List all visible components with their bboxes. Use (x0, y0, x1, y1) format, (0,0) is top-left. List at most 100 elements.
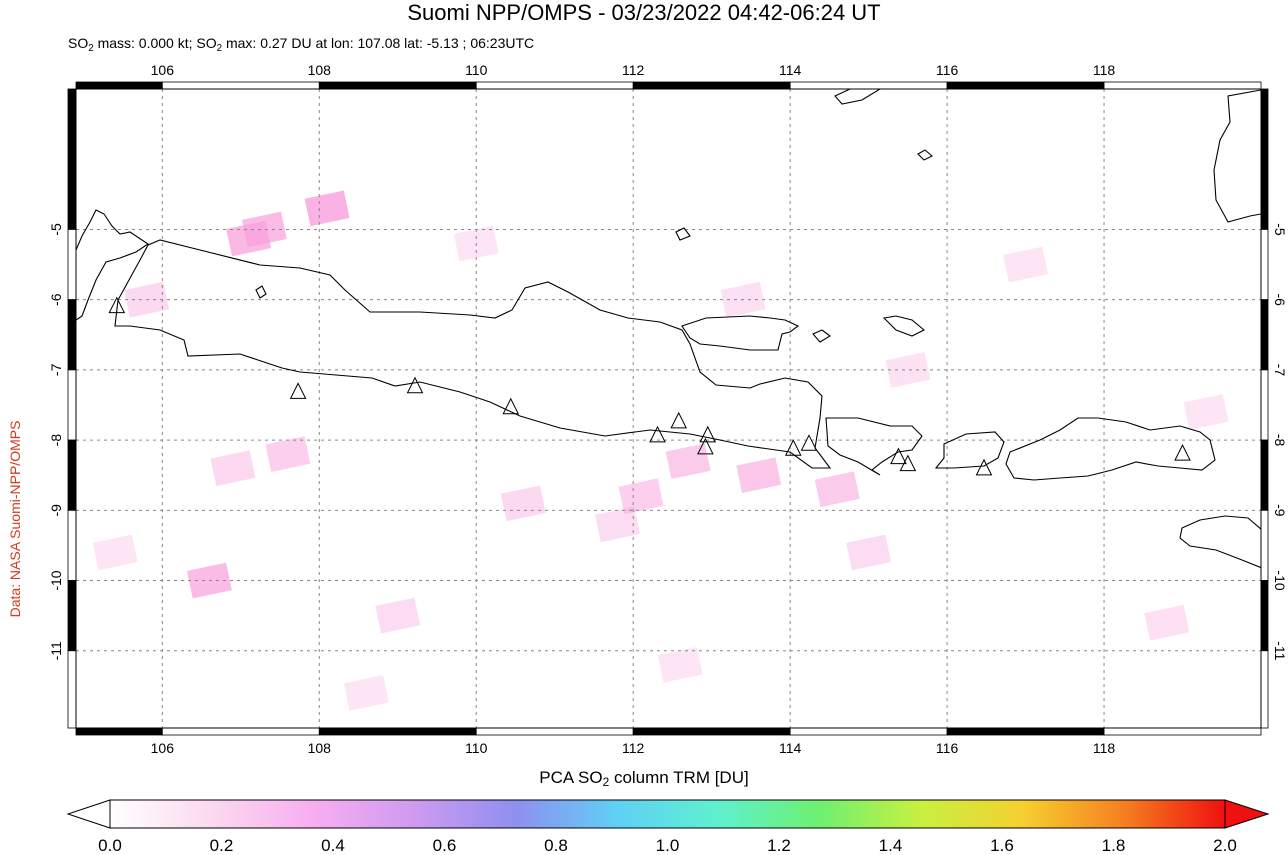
frame-bar-left (67, 580, 77, 652)
frame-bar-left (67, 229, 77, 301)
volcano-icon (890, 447, 907, 465)
y-tick-label-left: -9 (48, 504, 64, 517)
frame-bar-right (1260, 229, 1269, 301)
frame-bar-left (67, 369, 77, 441)
y-tick-label-right: -11 (1272, 641, 1288, 660)
colorbar-tick-label: 1.4 (879, 836, 903, 855)
colorbar-tick-label: 0.0 (98, 836, 122, 855)
colorbar-tick-label: 1.2 (767, 836, 791, 855)
colorbar-tick-label: 0.6 (433, 836, 457, 855)
map-subtitle: SO2 mass: 0.000 kt; SO2 max: 0.27 DU at … (68, 35, 535, 54)
x-tick-label-bottom: 118 (1093, 740, 1116, 756)
so2-cell (665, 443, 711, 480)
x-tick-label-bottom: 114 (779, 740, 802, 756)
map-frame (67, 81, 1269, 736)
volcano-icon (502, 397, 520, 415)
x-tick-label-top: 106 (151, 62, 175, 78)
y-tick-label-right: -7 (1272, 364, 1288, 377)
volcano-icon (1174, 444, 1191, 461)
so2-cell (1003, 246, 1049, 283)
so2-map: 106 106 108 108 110 110 112 112 114 114 116 116 118 1… (48, 62, 1288, 756)
coastline-islet-c (917, 149, 933, 161)
coastline-bawean (675, 227, 691, 241)
frame-bar-bottom (161, 727, 320, 736)
volcano-icon (899, 454, 917, 472)
coastline-islet-a (812, 329, 831, 343)
x-tick-label-top: 112 (622, 62, 645, 78)
so2-cell (1144, 604, 1190, 641)
y-tick-label-left: -7 (48, 363, 64, 376)
frame-bar-top (318, 81, 477, 90)
coastline-borneo (834, 89, 882, 105)
frame-bar-right (1260, 580, 1269, 652)
so2-cell (1183, 394, 1229, 430)
frame-bar-bottom (632, 727, 791, 736)
so2-cell (375, 597, 421, 634)
coastline-sumba (1179, 515, 1261, 569)
volcano-icon (800, 434, 818, 451)
frame-bar-right (1260, 369, 1269, 441)
volcano-icon (406, 376, 424, 394)
volcano-icon (108, 296, 126, 314)
y-tick-label-right: -10 (1272, 570, 1288, 590)
x-tick-label-top: 118 (1093, 62, 1116, 78)
y-tick-label-left: -6 (48, 293, 64, 306)
frame-bar-bottom (318, 727, 477, 736)
frame-bar-bottom (475, 727, 634, 736)
x-tick-label-bottom: 106 (151, 740, 175, 756)
so2-cell (618, 478, 664, 515)
volcano-icon (289, 382, 307, 399)
coastline-lombok (934, 431, 1005, 469)
x-tick-label-top: 108 (308, 62, 332, 78)
volcano-icon (699, 425, 717, 443)
y-tick-label-right: -5 (1272, 223, 1288, 236)
map-title: Suomi NPP/OMPS - 03/23/2022 04:42-06:24 … (407, 0, 881, 25)
frame-bar-left (67, 650, 77, 729)
frame-bar-top (789, 81, 948, 90)
frame-bar-bottom (75, 727, 163, 736)
y-tick-label-left: -10 (48, 570, 64, 590)
frame-bar-left (67, 509, 77, 581)
volcano-icon (784, 439, 802, 456)
x-tick-label-bottom: 112 (622, 740, 645, 756)
coastline-kangean (882, 315, 925, 337)
frame-bar-top (1103, 81, 1262, 90)
coastline-sumatra (76, 209, 149, 321)
colorbar-tick-label: 0.4 (321, 836, 345, 855)
coastlines (76, 89, 1261, 569)
frame-bar-top (946, 81, 1105, 90)
y-tick-label-left: -5 (48, 223, 64, 236)
colorbar-high-arrow (1224, 799, 1270, 829)
volcano-icon (697, 437, 714, 455)
x-tick-label-top: 110 (465, 62, 488, 78)
colorbar-title: PCA SO2 column TRM [DU] (539, 768, 749, 789)
x-tick-label-bottom: 116 (936, 740, 959, 756)
y-tick-label-left: -8 (48, 434, 64, 447)
frame-bar-top (475, 81, 634, 90)
so2-cell (343, 675, 389, 711)
coastline-bali (825, 417, 923, 476)
colorbar-gradient (109, 799, 1226, 829)
y-tick-label-left: -11 (48, 641, 64, 660)
y-tick-label-right: -9 (1272, 504, 1288, 517)
frame-bar-right (1260, 88, 1269, 230)
coastline-sulawesi (1213, 89, 1261, 223)
volcano-icon (649, 425, 666, 443)
colorbar-tick-label: 1.8 (1102, 836, 1126, 855)
so2-cell (814, 471, 860, 508)
frame-bar-bottom (789, 727, 948, 736)
so2-cell (736, 457, 782, 494)
frame-bar-top (161, 81, 320, 90)
colorbar-tick-label: 0.2 (210, 836, 234, 855)
so2-cell (885, 352, 931, 388)
frame-bar-right (1260, 509, 1269, 581)
frame-bar-bottom (946, 727, 1105, 736)
frame-bar-top (75, 81, 163, 90)
x-tick-label-bottom: 110 (465, 740, 488, 756)
coastline-sumbawa (1005, 417, 1216, 481)
x-tick-label-bottom: 108 (308, 740, 332, 756)
frame-bar-top (632, 81, 791, 90)
coastline-islet-b (255, 285, 267, 299)
so2-cell (210, 450, 256, 487)
frame-bar-right (1260, 650, 1269, 729)
